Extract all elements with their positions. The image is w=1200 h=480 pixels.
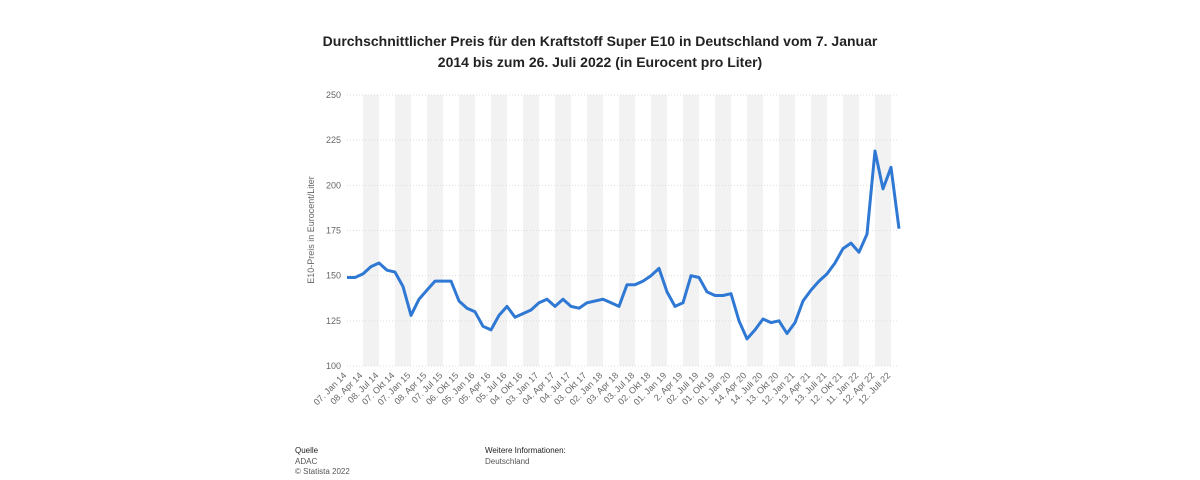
source: ADAC [295, 457, 317, 466]
info-title: Weitere Informationen: [485, 446, 566, 455]
y-axis-label: E10-Preis in Eurocent/Liter [306, 176, 316, 284]
y-tick-label: 100 [326, 361, 341, 371]
y-tick-label: 225 [326, 135, 341, 145]
stripe [395, 95, 411, 366]
y-tick-label: 125 [326, 316, 341, 326]
y-tick-label: 175 [326, 226, 341, 236]
source-title: Quelle [295, 446, 319, 455]
stripe [587, 95, 603, 366]
chart-title: Durchschnittlicher Preis für den Kraftst… [323, 33, 878, 49]
chart-title: 2014 bis zum 26. Juli 2022 (in Eurocent … [438, 54, 762, 70]
stripe [491, 95, 507, 366]
line [347, 149, 901, 341]
y-tick-label: 250 [326, 90, 341, 100]
stripe [875, 95, 891, 366]
info: Deutschland [485, 457, 529, 466]
y-tick-label: 200 [326, 180, 341, 190]
copyright: © Statista 2022 [295, 467, 350, 476]
stripe [779, 95, 795, 366]
stripe [683, 95, 699, 366]
y-tick-label: 150 [326, 271, 341, 281]
